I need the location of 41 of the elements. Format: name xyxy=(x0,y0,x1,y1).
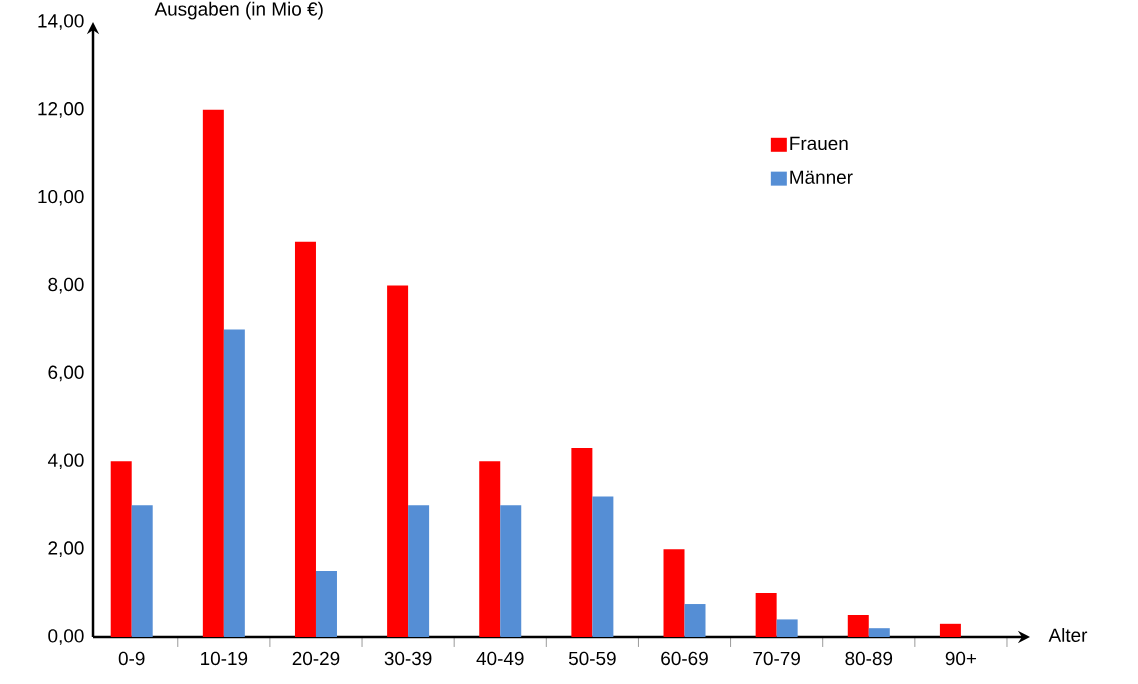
x-tick-label: 10-19 xyxy=(201,651,248,666)
x-tick-label: 80-89 xyxy=(845,651,893,666)
x-tick-label: 0-9 xyxy=(118,651,145,666)
bar xyxy=(500,505,522,637)
x-axis-title: Alter xyxy=(1048,628,1088,642)
bar xyxy=(939,623,961,637)
bar xyxy=(315,571,337,637)
bar xyxy=(847,615,869,637)
x-tick-label: 20-29 xyxy=(292,651,340,666)
bar xyxy=(592,496,614,637)
bar xyxy=(294,241,316,637)
x-tick-label: 70-79 xyxy=(753,651,800,666)
y-axis-title: Ausgaben (in Mio €) xyxy=(154,1,323,20)
bar xyxy=(408,505,430,637)
x-tick-label: 40-49 xyxy=(476,651,524,666)
bar xyxy=(387,285,409,637)
bar xyxy=(223,329,245,637)
bar xyxy=(202,109,224,637)
bar xyxy=(110,461,132,637)
x-tick-label: 90+ xyxy=(945,651,977,666)
x-tick-label: 60-69 xyxy=(661,651,708,666)
y-tick-label: 8,00 xyxy=(48,277,84,294)
x-tick-label: 30-39 xyxy=(384,651,432,666)
y-tick-label: 14,00 xyxy=(38,14,84,30)
legend-label: Männer xyxy=(790,170,853,184)
y-tick-label: 4,00 xyxy=(47,453,84,470)
y-tick-label: 12,00 xyxy=(38,102,84,118)
y-tick-label: 2,00 xyxy=(48,541,84,557)
bar xyxy=(776,619,798,637)
bar xyxy=(479,461,501,637)
bar xyxy=(755,593,777,637)
bar xyxy=(868,628,890,637)
legend-label: Frauen xyxy=(790,136,848,151)
y-tick-label: 10,00 xyxy=(38,189,84,206)
bar xyxy=(684,604,706,637)
bar xyxy=(663,549,685,637)
y-tick-label: 0,00 xyxy=(48,629,84,645)
x-tick-label: 50-59 xyxy=(568,651,616,666)
y-tick-label: 6,00 xyxy=(48,365,84,382)
bar xyxy=(571,448,593,637)
bar xyxy=(131,505,153,637)
